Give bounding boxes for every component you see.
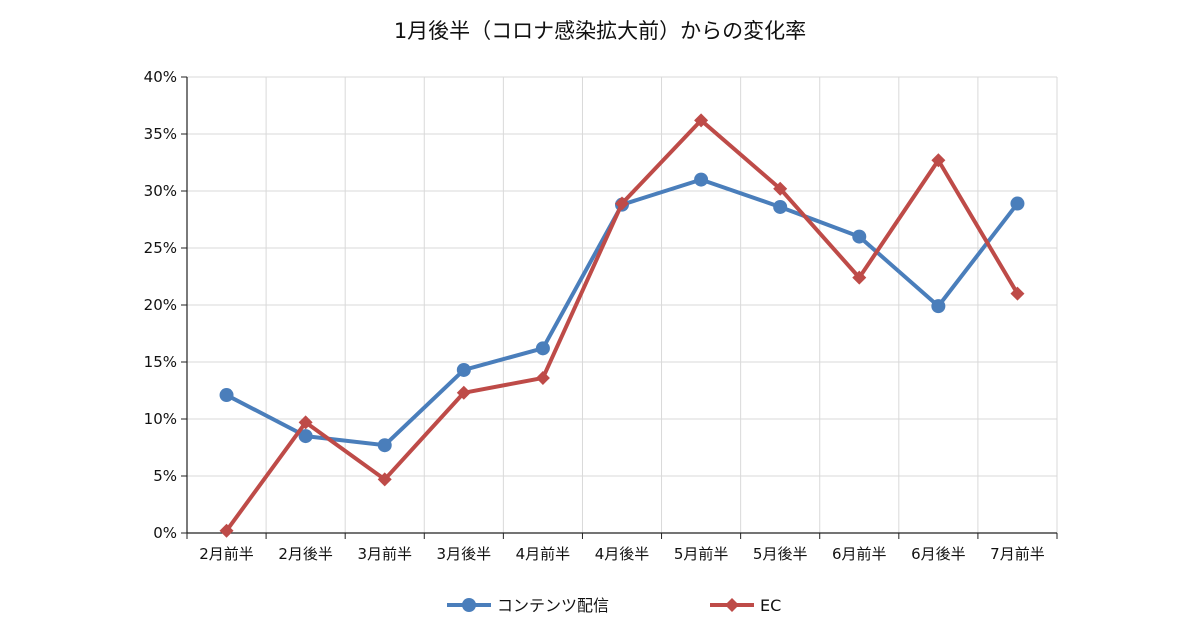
legend-label: コンテンツ配信 <box>497 596 609 615</box>
y-tick-label: 0% <box>153 524 177 542</box>
y-tick-label: 35% <box>144 125 177 143</box>
data-point <box>298 415 313 430</box>
data-point <box>615 196 629 211</box>
data-point <box>456 385 471 400</box>
data-point <box>1010 286 1025 301</box>
x-tick-label: 3月前半 <box>357 545 412 563</box>
data-point <box>931 299 946 314</box>
y-tick-label: 40% <box>144 68 177 86</box>
y-tick-label: 10% <box>144 410 177 428</box>
data-point <box>1010 196 1025 211</box>
x-tick-label: 3月後半 <box>437 545 492 563</box>
data-point <box>219 523 234 538</box>
legend-item: コンテンツ配信 <box>447 596 609 615</box>
data-point <box>456 362 471 377</box>
axes: 0% 5% 10% 15% 20% 25% 30% 35% 40% 2月前半 2月後半 3月前半 3月後… <box>144 68 1058 563</box>
x-tick-label: 6月前半 <box>832 545 887 563</box>
y-tick-label: 25% <box>144 239 177 257</box>
legend: コンテンツ配信 EC <box>447 596 781 615</box>
data-point <box>725 598 739 612</box>
x-tick-label: 4月前半 <box>516 545 571 563</box>
x-tick-label: 2月前半 <box>199 545 254 563</box>
y-tick-label: 15% <box>144 353 177 371</box>
data-point <box>219 388 234 403</box>
data-point <box>773 181 788 196</box>
chart-title: 1月後半（コロナ感染拡大前）からの変化率 <box>394 19 806 43</box>
series-1 <box>219 113 1025 538</box>
data-point <box>298 429 313 444</box>
legend-item: EC <box>710 596 781 615</box>
x-tick-label: 6月後半 <box>911 545 966 563</box>
x-tick-label: 5月前半 <box>674 545 729 563</box>
data-point <box>535 370 550 385</box>
series-layer <box>219 113 1025 538</box>
x-tick-label: 4月後半 <box>595 545 650 563</box>
data-point <box>852 229 867 244</box>
data-point <box>462 598 476 612</box>
data-point <box>535 341 550 356</box>
data-point <box>852 270 867 285</box>
legend-label: EC <box>760 596 781 615</box>
y-tick-label: 20% <box>144 296 177 314</box>
data-point <box>377 472 392 487</box>
data-point <box>377 438 392 453</box>
y-tick-label: 5% <box>153 467 177 485</box>
data-point <box>773 199 788 214</box>
y-tick-label: 30% <box>144 182 177 200</box>
x-tick-label: 5月後半 <box>753 545 808 563</box>
x-tick-label: 2月後半 <box>278 545 333 563</box>
grid <box>187 76 1058 533</box>
x-tick-label: 7月前半 <box>990 545 1045 563</box>
data-point <box>931 153 946 168</box>
data-point <box>694 172 709 187</box>
data-point <box>694 113 709 128</box>
